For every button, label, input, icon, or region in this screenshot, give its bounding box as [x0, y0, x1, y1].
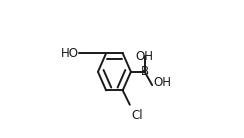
- Text: OH: OH: [136, 50, 154, 63]
- Text: OH: OH: [153, 76, 171, 89]
- Text: HO: HO: [61, 47, 79, 60]
- Text: Cl: Cl: [131, 109, 142, 122]
- Text: B: B: [141, 65, 149, 78]
